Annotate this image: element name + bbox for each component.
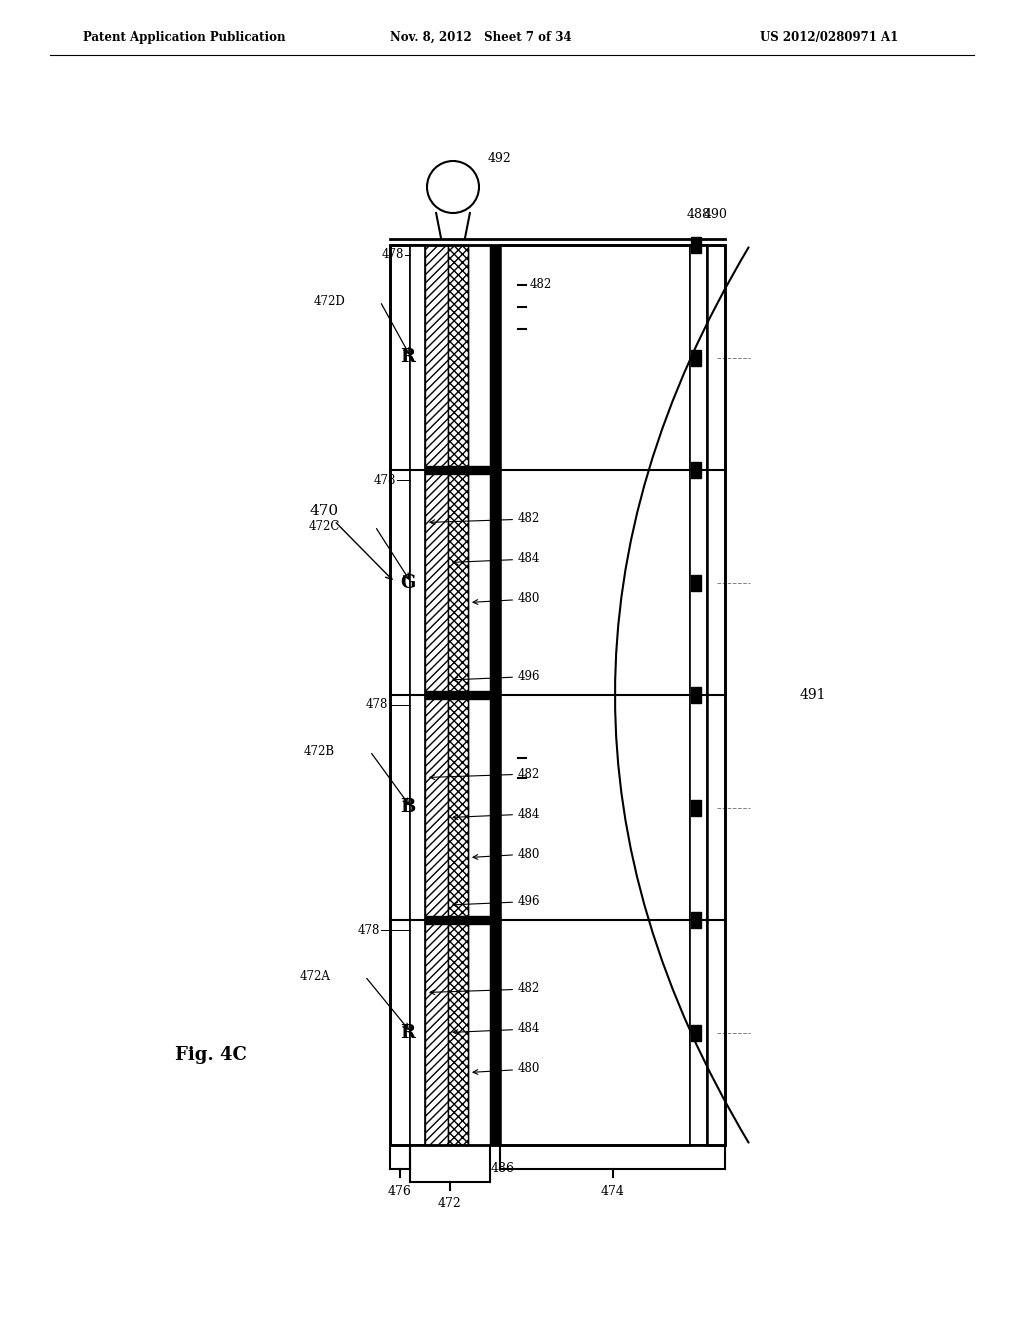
- Bar: [425, 916, 500, 924]
- Bar: [449, 246, 468, 1144]
- Text: B: B: [400, 799, 415, 817]
- Bar: [691, 462, 701, 478]
- Text: 472: 472: [438, 1197, 462, 1210]
- Text: 491: 491: [800, 688, 826, 702]
- Text: 478: 478: [374, 474, 396, 487]
- Text: 478: 478: [366, 698, 388, 711]
- Text: 492: 492: [488, 153, 512, 165]
- Text: 484: 484: [453, 808, 541, 821]
- Bar: [425, 466, 500, 474]
- Text: 470: 470: [310, 504, 392, 579]
- Bar: [390, 246, 410, 1144]
- Bar: [691, 1024, 701, 1040]
- Bar: [691, 238, 701, 253]
- Bar: [468, 246, 490, 1144]
- Bar: [425, 690, 500, 700]
- Text: 478: 478: [382, 248, 404, 261]
- Text: 476: 476: [388, 1185, 412, 1199]
- Text: Fig. 4C: Fig. 4C: [175, 1045, 247, 1064]
- Text: 484: 484: [453, 553, 541, 565]
- Text: 480: 480: [473, 1063, 541, 1076]
- Text: 474: 474: [600, 1185, 625, 1199]
- Bar: [425, 246, 449, 1144]
- Text: 472A: 472A: [299, 970, 330, 983]
- Text: 480: 480: [473, 593, 541, 606]
- Bar: [691, 350, 701, 366]
- Bar: [691, 574, 701, 590]
- Text: R: R: [400, 348, 415, 367]
- Text: 488: 488: [686, 209, 711, 220]
- Bar: [490, 246, 500, 1144]
- Text: 478: 478: [357, 924, 380, 936]
- Text: 472D: 472D: [313, 294, 345, 308]
- Text: G: G: [400, 573, 415, 591]
- Text: 482: 482: [430, 767, 541, 780]
- Bar: [500, 246, 690, 1144]
- Text: 496: 496: [453, 671, 541, 682]
- Bar: [691, 912, 701, 928]
- Text: Nov. 8, 2012   Sheet 7 of 34: Nov. 8, 2012 Sheet 7 of 34: [390, 30, 571, 44]
- Text: 496: 496: [453, 895, 541, 908]
- Text: 486: 486: [490, 1162, 515, 1175]
- Text: US 2012/0280971 A1: US 2012/0280971 A1: [760, 30, 898, 44]
- Bar: [691, 800, 701, 816]
- Text: 482: 482: [430, 982, 541, 995]
- Text: Patent Application Publication: Patent Application Publication: [83, 30, 286, 44]
- Bar: [707, 246, 725, 1144]
- Text: 482: 482: [530, 279, 552, 292]
- Text: 472B: 472B: [304, 744, 335, 758]
- Bar: [690, 246, 707, 1144]
- Bar: [390, 246, 725, 1144]
- Text: 480: 480: [473, 847, 541, 861]
- Text: 484: 484: [453, 1023, 541, 1035]
- Text: 490: 490: [705, 209, 728, 220]
- Text: 482: 482: [430, 512, 541, 525]
- Text: 472C: 472C: [308, 520, 340, 533]
- Text: R: R: [400, 1023, 415, 1041]
- Bar: [410, 246, 425, 1144]
- Bar: [691, 686, 701, 704]
